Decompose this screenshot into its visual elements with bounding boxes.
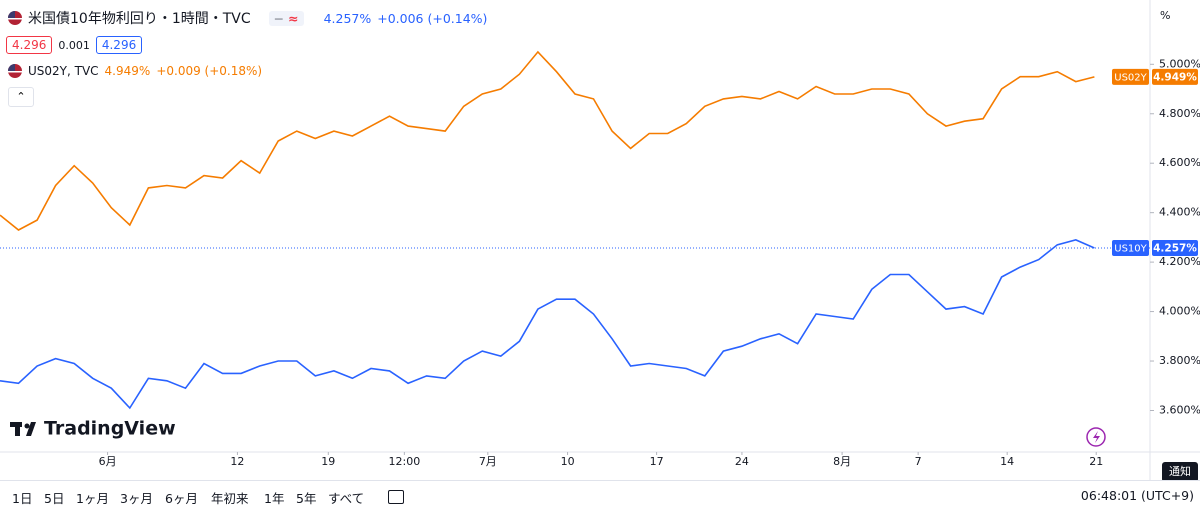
- bid[interactable]: 4.296: [6, 36, 53, 54]
- bid-ask: 4.296 0.001 4.296: [6, 36, 143, 54]
- alert-bolt: [1093, 431, 1100, 443]
- logo: TradingView: [44, 418, 176, 440]
- last-price: 4.257%: [323, 10, 372, 26]
- x-tick-label: 17: [650, 455, 664, 468]
- range-button[interactable]: 年初来: [211, 491, 249, 506]
- series-line: [0, 50, 1095, 231]
- compare-last: 4.949%: [104, 64, 151, 78]
- y-tick-label: 4.800%: [1159, 107, 1200, 120]
- chart: % TradingView 通知 3.600% 3.800% 4.000% 4.200…: [0, 0, 1200, 480]
- symbol-tag: [1112, 240, 1149, 257]
- notify-label: 通知: [1169, 464, 1191, 478]
- date-range-icon[interactable]: [388, 490, 404, 504]
- symbol-title: 米国債10年物利回り・1時間・TVC: [28, 11, 251, 27]
- compare-toggle[interactable]: − ≈: [268, 10, 304, 26]
- range-button[interactable]: すべて: [328, 491, 365, 506]
- collapse-button[interactable]: ⌃: [8, 87, 34, 107]
- logo-mark: [10, 422, 36, 436]
- change: +0.006 (+0.14%): [377, 10, 488, 26]
- legend-main: 米国債10年物利回り・1時間・TVC − ≈ 4.257% +0.006 (+0…: [8, 8, 487, 28]
- range-button[interactable]: 3ヶ月: [120, 491, 153, 506]
- x-tick-label: 7月: [479, 455, 497, 468]
- x-tick-label: 24: [735, 455, 749, 468]
- axis-unit: %: [1160, 9, 1170, 22]
- x-tick-label: 19: [321, 455, 335, 468]
- symbol-tag-label: US10Y: [1114, 244, 1147, 255]
- alert-icon[interactable]: [1086, 427, 1106, 447]
- y-tick-label: 3.600%: [1159, 403, 1200, 416]
- x-tick-label: 21: [1089, 455, 1103, 468]
- x-tick-label: 14: [1000, 455, 1014, 468]
- y-tick-label: 3.800%: [1159, 354, 1200, 367]
- x-tick-label: 12:00: [389, 455, 421, 468]
- x-tick-label: 8月: [833, 455, 851, 468]
- symbol-tag-label: US02Y: [1114, 72, 1147, 83]
- price-tag-label: 4.257%: [1153, 243, 1197, 255]
- flag: [8, 64, 22, 78]
- series-line: [0, 239, 1095, 410]
- y-tick-label: 4.200%: [1159, 255, 1200, 268]
- ask[interactable]: 4.296: [95, 36, 143, 54]
- x-tick-label: 7: [915, 455, 922, 468]
- legend-compare: US02Y, TVC 4.949% +0.009 (+0.18%): [8, 64, 262, 78]
- y-tick-label: 4.400%: [1159, 206, 1200, 219]
- compare-title: US02Y, TVC: [28, 64, 99, 78]
- price-tag-label: 4.949%: [1153, 71, 1197, 83]
- spread: 0.001: [58, 38, 90, 52]
- range-button[interactable]: 5年: [296, 491, 317, 506]
- range-button[interactable]: 1年: [264, 491, 285, 506]
- y-tick-label: 4.600%: [1159, 156, 1200, 169]
- flag: [8, 11, 22, 25]
- notify-button[interactable]: [1162, 462, 1198, 480]
- compare-change: +0.009 (+0.18%): [156, 64, 263, 78]
- y-tick-label: 5.000%: [1159, 57, 1200, 70]
- price-tag: [1152, 68, 1198, 85]
- y-tick-label: 4.000%: [1159, 305, 1200, 318]
- x-tick-label: 10: [561, 455, 575, 468]
- range-button[interactable]: 1ヶ月: [76, 491, 109, 506]
- x-tick-label: 12: [230, 455, 244, 468]
- symbol-tag: [1112, 68, 1149, 85]
- range-button[interactable]: 1日: [12, 491, 33, 506]
- price-tag: [1152, 240, 1198, 257]
- range-button[interactable]: 6ヶ月: [165, 491, 198, 506]
- clock: 06:48:01 (UTC+9): [1080, 488, 1194, 503]
- range-button[interactable]: 5日: [44, 491, 65, 506]
- toolbar: 1日 5日 1ヶ月 3ヶ月 6ヶ月 年初来 1年 5年 すべて 06:48:01 (UTC+9): [0, 480, 1200, 511]
- x-tick-label: 6月: [99, 455, 117, 468]
